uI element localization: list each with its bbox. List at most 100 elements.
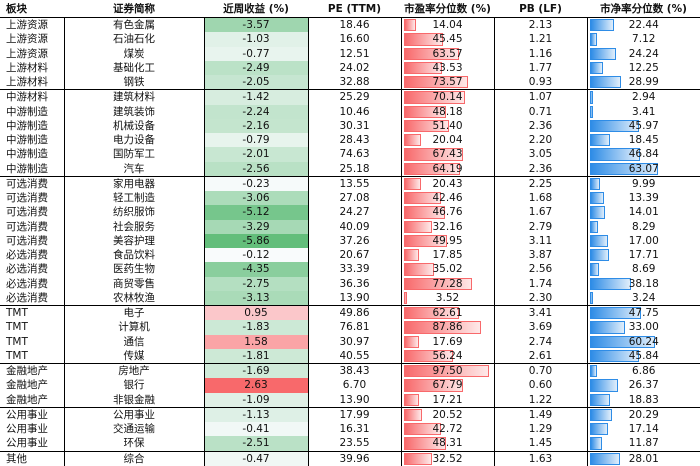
pe-cell: 74.63 xyxy=(308,147,401,161)
pe-cell: 6.70 xyxy=(308,378,401,392)
name-cell: 基础化工 xyxy=(64,61,204,75)
percentile-value: 87.86 xyxy=(402,320,494,334)
header-pe-percentile: 市盈率分位数 (%) xyxy=(401,0,494,18)
name-cell: 有色金属 xyxy=(64,18,204,33)
pb-percentile-cell: 18.83 xyxy=(587,393,700,408)
header-pb: PB (LF) xyxy=(494,0,587,18)
pb-percentile-cell: 17.14 xyxy=(587,422,700,436)
pe-cell: 13.90 xyxy=(308,291,401,306)
percentile-value: 67.79 xyxy=(402,378,494,392)
pe-cell: 24.02 xyxy=(308,61,401,75)
sector-cell: 必选消费 xyxy=(0,291,64,306)
name-cell: 建筑装饰 xyxy=(64,105,204,119)
pb-cell: 3.69 xyxy=(494,320,587,334)
pb-percentile-cell: 14.01 xyxy=(587,205,700,219)
percentile-value: 20.43 xyxy=(402,177,494,191)
pe-percentile-cell: 73.57 xyxy=(401,75,494,90)
pe-cell: 16.31 xyxy=(308,422,401,436)
percentile-value: 17.14 xyxy=(588,422,700,436)
sector-cell: 上游资源 xyxy=(0,18,64,33)
percentile-value: 32.16 xyxy=(402,220,494,234)
pb-cell: 0.71 xyxy=(494,105,587,119)
pe-percentile-cell: 20.43 xyxy=(401,176,494,191)
pb-percentile-cell: 45.97 xyxy=(587,119,700,133)
percentile-value: 2.94 xyxy=(588,90,700,104)
pe-percentile-cell: 32.52 xyxy=(401,451,494,466)
pe-cell: 20.67 xyxy=(308,248,401,262)
sector-cell: 中游制造 xyxy=(0,119,64,133)
percentile-value: 24.24 xyxy=(588,47,700,61)
pb-percentile-cell: 17.71 xyxy=(587,248,700,262)
pe-cell: 18.46 xyxy=(308,18,401,33)
return-cell: -1.42 xyxy=(204,90,308,105)
name-cell: 传媒 xyxy=(64,349,204,364)
pb-percentile-cell: 26.37 xyxy=(587,378,700,392)
pe-cell: 13.55 xyxy=(308,176,401,191)
pe-percentile-cell: 20.04 xyxy=(401,133,494,147)
pe-cell: 30.97 xyxy=(308,335,401,349)
pb-percentile-cell: 17.00 xyxy=(587,234,700,248)
header-sector: 板块 xyxy=(0,0,64,18)
return-cell: -2.16 xyxy=(204,119,308,133)
pe-percentile-cell: 17.85 xyxy=(401,248,494,262)
return-cell: -1.81 xyxy=(204,349,308,364)
sector-cell: 金融地产 xyxy=(0,378,64,392)
pe-cell: 37.26 xyxy=(308,234,401,248)
return-cell: -3.57 xyxy=(204,18,308,33)
name-cell: 环保 xyxy=(64,436,204,451)
name-cell: 煤炭 xyxy=(64,47,204,61)
percentile-value: 17.71 xyxy=(588,248,700,262)
sector-cell: 可选消费 xyxy=(0,220,64,234)
percentile-value: 56.24 xyxy=(402,349,494,363)
pb-cell: 2.79 xyxy=(494,220,587,234)
percentile-value: 3.52 xyxy=(402,291,494,305)
pe-percentile-cell: 63.57 xyxy=(401,47,494,61)
return-cell: -3.13 xyxy=(204,291,308,306)
pe-cell: 36.36 xyxy=(308,277,401,291)
percentile-value: 46.84 xyxy=(588,147,700,161)
pb-percentile-cell: 9.99 xyxy=(587,176,700,191)
header-pe: PE (TTM) xyxy=(308,0,401,18)
percentile-value: 97.50 xyxy=(402,364,494,378)
sector-cell: 中游制造 xyxy=(0,162,64,177)
pe-cell: 40.55 xyxy=(308,349,401,364)
sector-cell: 其他 xyxy=(0,451,64,466)
name-cell: 建筑材料 xyxy=(64,90,204,105)
return-cell: -2.56 xyxy=(204,162,308,177)
pb-percentile-cell: 18.45 xyxy=(587,133,700,147)
name-cell: 石油石化 xyxy=(64,32,204,46)
name-cell: 国防军工 xyxy=(64,147,204,161)
pe-percentile-cell: 97.50 xyxy=(401,364,494,379)
pb-percentile-cell: 28.99 xyxy=(587,75,700,90)
pe-percentile-cell: 17.21 xyxy=(401,393,494,408)
pe-percentile-cell: 45.45 xyxy=(401,32,494,46)
return-cell: -4.35 xyxy=(204,262,308,276)
pb-percentile-cell: 3.24 xyxy=(587,291,700,306)
pe-cell: 27.08 xyxy=(308,191,401,205)
header-row: 板块 证券简称 近周收益 (%) PE (TTM) 市盈率分位数 (%) PB … xyxy=(0,0,700,18)
name-cell: 汽车 xyxy=(64,162,204,177)
sector-cell: 公用事业 xyxy=(0,436,64,451)
sector-cell: TMT xyxy=(0,306,64,321)
pe-percentile-cell: 43.53 xyxy=(401,61,494,75)
sector-cell: TMT xyxy=(0,349,64,364)
pe-cell: 76.81 xyxy=(308,320,401,334)
return-cell: -0.79 xyxy=(204,133,308,147)
pb-cell: 1.63 xyxy=(494,451,587,466)
percentile-value: 48.31 xyxy=(402,436,494,450)
sector-cell: 可选消费 xyxy=(0,234,64,248)
pb-cell: 2.36 xyxy=(494,119,587,133)
